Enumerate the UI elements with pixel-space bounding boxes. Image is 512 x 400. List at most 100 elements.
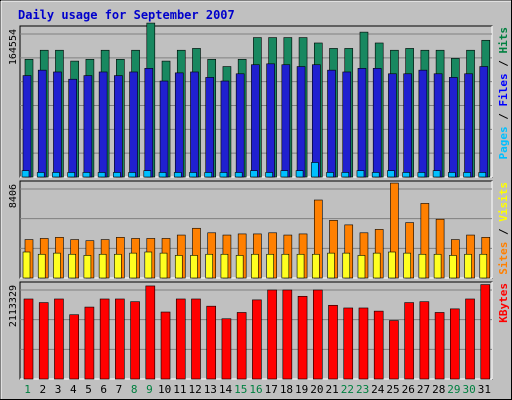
bar-pages-5 bbox=[82, 172, 91, 178]
bar-kbytes-25 bbox=[389, 320, 399, 380]
x-tick-label: 3 bbox=[55, 383, 62, 396]
bar-visits-26 bbox=[403, 252, 411, 279]
bar-kbytes-9 bbox=[145, 285, 156, 380]
bar-visits-20 bbox=[311, 253, 320, 279]
bar-visits-9 bbox=[144, 251, 153, 279]
bar-files-7 bbox=[114, 75, 123, 178]
x-tick-label: 17 bbox=[265, 383, 278, 396]
bar-kbytes-17 bbox=[267, 289, 277, 380]
x-tick-label: 19 bbox=[295, 383, 308, 396]
x-tick-label: 2 bbox=[40, 383, 47, 396]
bar-kbytes-6 bbox=[99, 298, 110, 380]
x-tick-label: 4 bbox=[70, 383, 77, 396]
bar-files-26 bbox=[403, 73, 412, 178]
x-tick-label: 23 bbox=[356, 383, 369, 396]
bar-kbytes-24 bbox=[373, 310, 384, 380]
bar-kbytes-31 bbox=[480, 284, 491, 380]
bar-pages-6 bbox=[97, 172, 106, 178]
x-tick-label: 7 bbox=[116, 383, 123, 396]
bar-files-25 bbox=[388, 73, 397, 178]
panel-mid-legend: Sites / Visits bbox=[497, 182, 510, 275]
bar-pages-21 bbox=[326, 172, 334, 178]
bar-pages-11 bbox=[173, 172, 182, 178]
x-tick-label: 8 bbox=[131, 383, 138, 396]
bar-kbytes-2 bbox=[38, 302, 49, 380]
bar-visits-27 bbox=[418, 253, 427, 279]
bar-visits-24 bbox=[372, 252, 381, 279]
bar-files-23 bbox=[357, 68, 367, 178]
panel-mid-max-label: 8406 bbox=[8, 184, 19, 208]
x-tick-label: 21 bbox=[326, 383, 339, 396]
bar-files-31 bbox=[479, 66, 489, 178]
bar-visits-12 bbox=[190, 255, 198, 279]
bar-files-29 bbox=[449, 77, 458, 178]
bar-visits-21 bbox=[327, 252, 335, 279]
bar-kbytes-12 bbox=[191, 298, 201, 380]
bar-visits-31 bbox=[479, 253, 488, 279]
bar-visits-15 bbox=[235, 255, 244, 279]
bar-kbytes-29 bbox=[450, 308, 460, 380]
x-tick-label: 1 bbox=[24, 383, 31, 396]
bar-files-14 bbox=[220, 80, 230, 178]
legend-kbytes: KBytes bbox=[497, 283, 510, 323]
bar-kbytes-7 bbox=[115, 298, 125, 380]
bar-kbytes-18 bbox=[282, 289, 293, 380]
bar-pages-14 bbox=[219, 172, 228, 178]
panel-bot-legend: KBytes bbox=[497, 283, 510, 323]
bar-visits-28 bbox=[433, 253, 442, 279]
bar-kbytes-19 bbox=[297, 295, 308, 380]
bar-files-2 bbox=[37, 69, 47, 178]
bar-visits-13 bbox=[205, 253, 214, 279]
legend-files: Files bbox=[497, 73, 510, 106]
bar-files-15 bbox=[235, 73, 245, 178]
x-tick-label: 11 bbox=[173, 383, 186, 396]
x-tick-label: 6 bbox=[100, 383, 107, 396]
bar-pages-22 bbox=[341, 172, 350, 178]
bar-kbytes-11 bbox=[175, 298, 186, 380]
x-tick-label: 28 bbox=[432, 383, 445, 396]
x-tick-label: 29 bbox=[447, 383, 460, 396]
bar-visits-25 bbox=[388, 251, 396, 279]
bar-pages-28 bbox=[432, 170, 441, 178]
bar-files-19 bbox=[296, 66, 306, 178]
bar-kbytes-30 bbox=[465, 298, 475, 380]
bar-files-21 bbox=[327, 69, 336, 178]
bar-kbytes-22 bbox=[343, 307, 354, 380]
bar-pages-20 bbox=[310, 162, 319, 178]
bar-pages-15 bbox=[234, 172, 243, 178]
bar-visits-30 bbox=[464, 253, 472, 279]
bar-kbytes-28 bbox=[434, 312, 445, 380]
bar-files-27 bbox=[418, 69, 428, 178]
bar-files-20 bbox=[311, 64, 321, 178]
bar-pages-18 bbox=[280, 170, 289, 178]
bar-files-8 bbox=[129, 71, 138, 178]
bar-visits-23 bbox=[357, 255, 366, 279]
bar-files-28 bbox=[433, 73, 443, 178]
x-tick-label: 15 bbox=[234, 383, 247, 396]
bar-kbytes-5 bbox=[84, 306, 95, 380]
bar-pages-17 bbox=[265, 172, 273, 178]
x-tick-label: 24 bbox=[371, 383, 385, 396]
bar-files-17 bbox=[266, 63, 275, 178]
bar-pages-16 bbox=[250, 170, 258, 178]
bar-visits-18 bbox=[281, 253, 290, 279]
bar-files-18 bbox=[281, 64, 291, 178]
bar-pages-24 bbox=[371, 172, 380, 178]
bar-pages-23 bbox=[356, 170, 365, 178]
bar-visits-16 bbox=[251, 253, 259, 279]
bar-kbytes-10 bbox=[160, 311, 171, 380]
bar-visits-19 bbox=[296, 253, 305, 279]
x-tick-label: 9 bbox=[146, 383, 153, 396]
bar-files-13 bbox=[205, 77, 215, 178]
bar-pages-19 bbox=[295, 170, 304, 178]
legend-sites: Sites bbox=[497, 242, 510, 275]
bar-kbytes-26 bbox=[404, 302, 414, 380]
bar-pages-8 bbox=[128, 172, 136, 178]
bar-files-1 bbox=[22, 75, 32, 178]
bar-visits-3 bbox=[53, 252, 61, 279]
bar-files-30 bbox=[464, 73, 473, 178]
bar-visits-8 bbox=[129, 252, 137, 279]
bar-files-6 bbox=[98, 71, 108, 178]
bar-kbytes-3 bbox=[54, 298, 64, 380]
